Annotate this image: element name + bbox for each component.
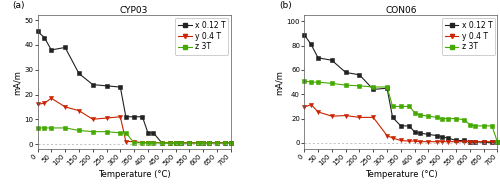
Text: (a): (a)	[12, 1, 25, 10]
X-axis label: Temperature (°C): Temperature (°C)	[98, 170, 170, 179]
Legend: x 0.12 T, y 0.4 T, z 3T: x 0.12 T, y 0.4 T, z 3T	[175, 18, 229, 54]
Text: (b): (b)	[279, 1, 292, 10]
Y-axis label: mA/m: mA/m	[275, 70, 284, 95]
Title: CYP03: CYP03	[120, 6, 148, 15]
Y-axis label: mA/m: mA/m	[12, 70, 22, 95]
X-axis label: Temperature (°C): Temperature (°C)	[364, 170, 437, 179]
Title: CON06: CON06	[385, 6, 416, 15]
Legend: x 0.12 T, y 0.4 T, z 3T: x 0.12 T, y 0.4 T, z 3T	[442, 18, 495, 54]
